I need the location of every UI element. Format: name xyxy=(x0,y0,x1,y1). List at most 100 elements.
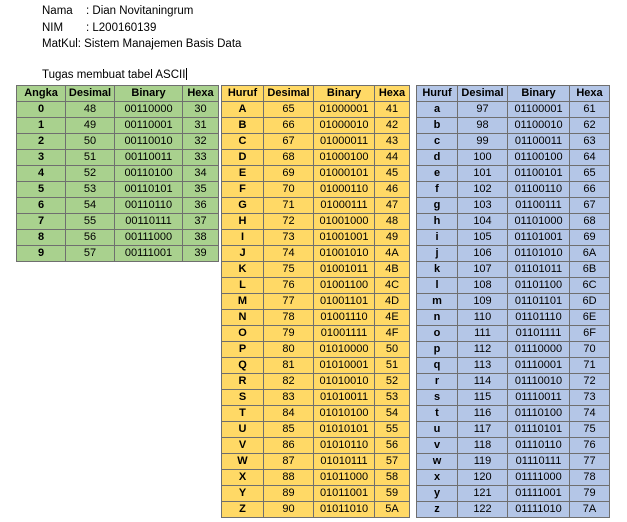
table-row: 4 52 00110100 34 xyxy=(16,165,219,182)
table-cell: T xyxy=(221,405,264,422)
table-cell: c xyxy=(416,133,458,150)
table-cell: J xyxy=(221,245,264,262)
table-cell: 6C xyxy=(569,277,610,294)
table-cell: 110 xyxy=(457,309,508,326)
table-row: a 97 01100001 61 xyxy=(416,101,610,118)
table-cell: 6D xyxy=(569,293,610,310)
table-cell: 56 xyxy=(65,229,115,246)
table-cell: 49 xyxy=(374,229,410,246)
table-row: w 119 01110111 77 xyxy=(416,453,610,470)
table-cell: t xyxy=(416,405,458,422)
table-cell: 64 xyxy=(569,149,610,166)
table-cell: 112 xyxy=(457,341,508,358)
table-cell: 01110011 xyxy=(507,389,570,406)
table-cell: p xyxy=(416,341,458,358)
table-cell: 01101101 xyxy=(507,293,570,310)
table-cell: 01010000 xyxy=(313,341,375,358)
table-cell: 01100100 xyxy=(507,149,570,166)
table-cell: 39 xyxy=(182,245,219,262)
table-cell: 113 xyxy=(457,357,508,374)
table-cell: o xyxy=(416,325,458,342)
table-row: Z 90 01011010 5A xyxy=(221,501,410,518)
table-row: d 100 01100100 64 xyxy=(416,149,610,166)
table-row: H 72 01001000 48 xyxy=(221,213,410,230)
table-cell: 54 xyxy=(374,405,410,422)
table-cell: 2 xyxy=(16,133,66,150)
table-cell: C xyxy=(221,133,264,150)
table-cell: 58 xyxy=(374,469,410,486)
table-cell: B xyxy=(221,117,264,134)
table-row: T 84 01010100 54 xyxy=(221,405,410,422)
table-cell: 01000111 xyxy=(313,197,375,214)
table-row: U 85 01010101 55 xyxy=(221,421,410,438)
column-header: Hexa xyxy=(374,85,410,102)
table-cell: 5A xyxy=(374,501,410,518)
table-cell: 4 xyxy=(16,165,66,182)
table-cell: 53 xyxy=(65,181,115,198)
table-cell: 76 xyxy=(569,437,610,454)
table-cell: 00110100 xyxy=(114,165,183,182)
column-header: Binary xyxy=(507,85,570,102)
table-cell: 72 xyxy=(569,373,610,390)
table-cell: 00110101 xyxy=(114,181,183,198)
table-cell: 7 xyxy=(16,213,66,230)
uppercase-table: Huruf Desimal Binary Hexa A 65 01000001 41 B 66 01… xyxy=(221,85,410,518)
matkul-label: MatKul xyxy=(42,38,78,50)
header-row: Huruf Desimal Binary Hexa xyxy=(221,85,410,102)
table-cell: 69 xyxy=(263,165,314,182)
table-cell: 99 xyxy=(457,133,508,150)
table-cell: 116 xyxy=(457,405,508,422)
table-cell: A xyxy=(221,101,264,118)
table-cell: 65 xyxy=(569,165,610,182)
table-cell: 35 xyxy=(182,181,219,198)
table-row: 3 51 00110011 33 xyxy=(16,149,219,166)
table-cell: 72 xyxy=(263,213,314,230)
table-cell: 01101011 xyxy=(507,261,570,278)
table-cell: 53 xyxy=(374,389,410,406)
table-cell: 01010010 xyxy=(313,373,375,390)
table-cell: l xyxy=(416,277,458,294)
table-row: N 78 01001110 4E xyxy=(221,309,410,326)
table-cell: 111 xyxy=(457,325,508,342)
table-cell: 70 xyxy=(263,181,314,198)
table-cell: 85 xyxy=(263,421,314,438)
table-row: c 99 01100011 63 xyxy=(416,133,610,150)
table-cell: 77 xyxy=(263,293,314,310)
document-title[interactable]: Tugas membuat tabel ASCII xyxy=(42,68,188,82)
table-cell: m xyxy=(416,293,458,310)
table-cell: n xyxy=(416,309,458,326)
table-cell: 00111001 xyxy=(114,245,183,262)
table-row: 5 53 00110101 35 xyxy=(16,181,219,198)
table-row: O 79 01001111 4F xyxy=(221,325,410,342)
table-cell: 66 xyxy=(569,181,610,198)
table-cell: E xyxy=(221,165,264,182)
table-cell: 98 xyxy=(457,117,508,134)
table-cell: 1 xyxy=(16,117,66,134)
table-cell: a xyxy=(416,101,458,118)
table-row: P 80 01010000 50 xyxy=(221,341,410,358)
table-cell: 01000110 xyxy=(313,181,375,198)
table-cell: 100 xyxy=(457,149,508,166)
table-cell: 61 xyxy=(569,101,610,118)
table-row: n 110 01101110 6E xyxy=(416,309,610,326)
table-cell: 6E xyxy=(569,309,610,326)
table-cell: 48 xyxy=(65,101,115,118)
table-cell: w xyxy=(416,453,458,470)
matkul-line: MatKul: Sistem Manajemen Basis Data xyxy=(42,36,241,53)
table-cell: K xyxy=(221,261,264,278)
table-cell: 103 xyxy=(457,197,508,214)
header-row: Huruf Desimal Binary Hexa xyxy=(416,85,610,102)
table-cell: 105 xyxy=(457,229,508,246)
table-cell: 01110000 xyxy=(507,341,570,358)
table-cell: 01011000 xyxy=(313,469,375,486)
table-cell: 81 xyxy=(263,357,314,374)
matkul-value: : Sistem Manajemen Basis Data xyxy=(77,38,242,50)
table-cell: 30 xyxy=(182,101,219,118)
table-cell: 34 xyxy=(182,165,219,182)
table-cell: 01001101 xyxy=(313,293,375,310)
table-cell: 01100111 xyxy=(507,197,570,214)
table-cell: 01011010 xyxy=(313,501,375,518)
table-cell: 01001110 xyxy=(313,309,375,326)
table-row: D 68 01000100 44 xyxy=(221,149,410,166)
table-row: k 107 01101011 6B xyxy=(416,261,610,278)
